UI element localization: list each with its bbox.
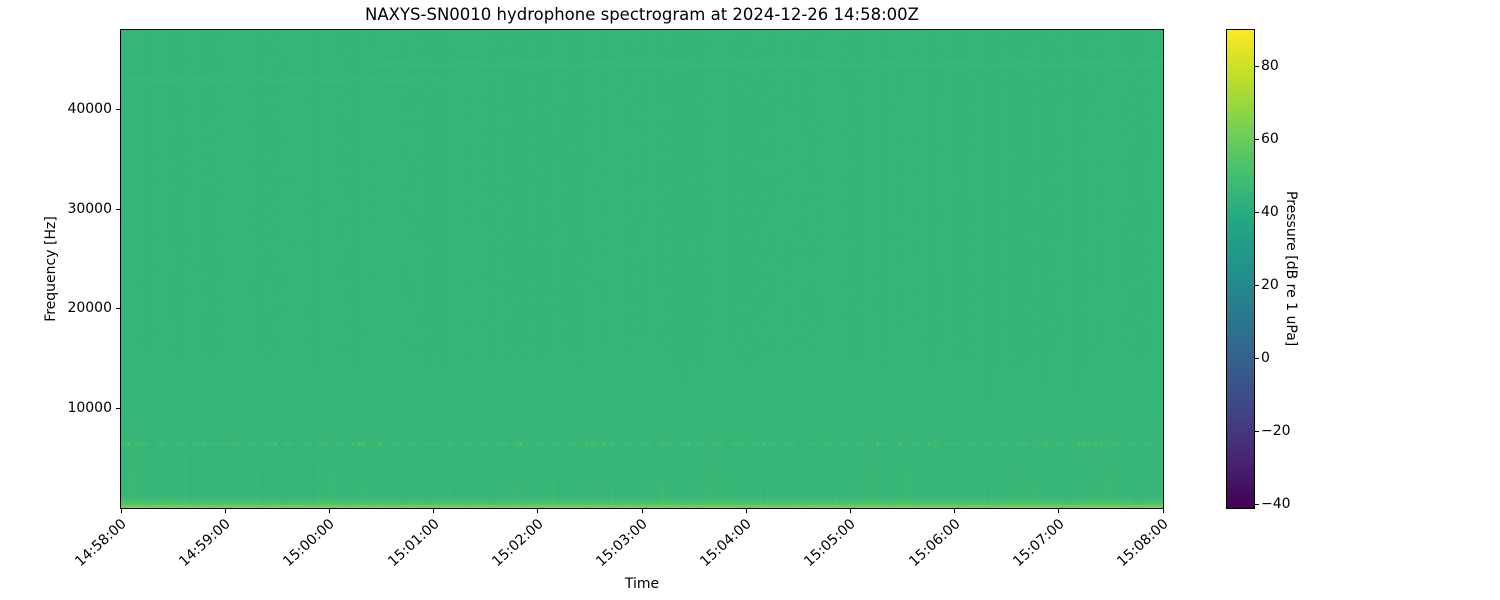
y-tick-mark bbox=[116, 407, 120, 409]
colorbar-label: Pressure [dB re 1 uPa] bbox=[1283, 191, 1299, 347]
y-tick-mark bbox=[116, 109, 120, 111]
x-axis-label: Time bbox=[624, 576, 660, 592]
x-tick-mark bbox=[641, 509, 643, 513]
colorbar-tick-mark bbox=[1255, 65, 1259, 67]
y-tick-mark bbox=[116, 308, 120, 310]
colorbar-tick-label: −40 bbox=[1261, 495, 1291, 512]
colorbar-tick-label: 20 bbox=[1261, 276, 1279, 293]
x-tick-mark bbox=[537, 509, 539, 513]
colorbar-tick-label: 40 bbox=[1261, 203, 1279, 220]
chart-title: NAXYS-SN0010 hydrophone spectrogram at 2… bbox=[365, 5, 919, 24]
y-axis-label: Frequency [Hz] bbox=[43, 216, 59, 322]
x-tick-mark bbox=[120, 509, 122, 513]
y-tick-label: 20000 bbox=[67, 300, 112, 317]
colorbar bbox=[1226, 29, 1255, 509]
spectrogram-image bbox=[121, 30, 1163, 508]
x-tick-label: 14:58:00 bbox=[72, 516, 130, 570]
x-tick-mark bbox=[745, 509, 747, 513]
x-tick-mark bbox=[954, 509, 956, 513]
x-tick-mark bbox=[328, 509, 330, 513]
x-tick-mark bbox=[1162, 509, 1164, 513]
colorbar-tick-label: 80 bbox=[1261, 57, 1279, 74]
colorbar-tick-mark bbox=[1255, 430, 1259, 432]
y-tick-label: 30000 bbox=[67, 200, 112, 217]
colorbar-tick-mark bbox=[1255, 138, 1259, 140]
colorbar-tick-label: −20 bbox=[1261, 422, 1291, 439]
colorbar-tick-label: 60 bbox=[1261, 130, 1279, 147]
y-tick-mark bbox=[116, 208, 120, 210]
colorbar-tick-mark bbox=[1255, 357, 1259, 359]
y-tick-label: 10000 bbox=[67, 399, 112, 416]
y-tick-label: 40000 bbox=[67, 101, 112, 118]
plot-area bbox=[120, 29, 1164, 509]
x-tick-mark bbox=[433, 509, 435, 513]
colorbar-tick-mark bbox=[1255, 503, 1259, 505]
x-tick-mark bbox=[1058, 509, 1060, 513]
x-tick-mark bbox=[849, 509, 851, 513]
colorbar-tick-mark bbox=[1255, 211, 1259, 213]
colorbar-tick-label: 0 bbox=[1261, 349, 1270, 366]
colorbar-tick-mark bbox=[1255, 284, 1259, 286]
x-tick-mark bbox=[224, 509, 226, 513]
